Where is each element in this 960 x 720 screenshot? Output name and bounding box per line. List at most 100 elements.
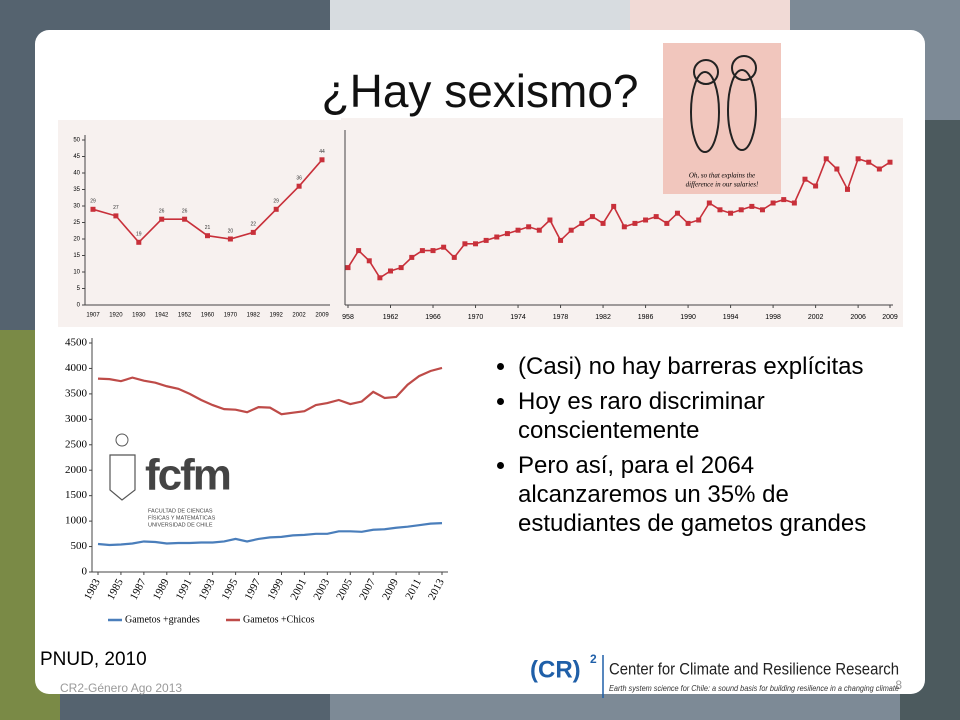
background-collage — [330, 0, 630, 30]
fcfm-line: UNIVERSIDAD DE CHILE — [148, 522, 213, 528]
point-marker — [296, 183, 302, 189]
y-tick-label: 20 — [73, 237, 80, 243]
point-marker — [526, 224, 532, 230]
point-marker — [515, 227, 521, 233]
x-tick-label: 1970 — [468, 314, 484, 321]
point-marker — [250, 229, 256, 235]
y-tick-label: 500 — [71, 540, 88, 552]
cartoon-figure — [690, 71, 720, 153]
logo-mark: (CR) — [530, 656, 581, 683]
data-label: 44 — [319, 149, 325, 155]
point-marker — [473, 241, 479, 247]
series-line — [347, 157, 891, 279]
data-label: 29 — [90, 199, 96, 205]
x-tick-label: 1986 — [638, 314, 654, 321]
point-marker — [643, 217, 649, 223]
point-marker — [451, 254, 457, 260]
logo-superscript: 2 — [590, 652, 597, 666]
fcfm-line: FÍSICAS Y MATEMÁTICAS — [148, 514, 216, 521]
x-tick-label: 1960 — [201, 313, 215, 319]
y-tick-label: 40 — [73, 171, 80, 177]
point-marker — [770, 200, 776, 206]
point-marker — [159, 216, 165, 222]
point-marker — [536, 227, 542, 233]
point-marker — [728, 210, 734, 216]
y-tick-label: 35 — [73, 187, 80, 193]
point-marker — [113, 213, 119, 219]
point-marker — [377, 275, 383, 281]
point-marker — [182, 216, 188, 222]
x-tick-label: 1978 — [553, 314, 569, 321]
data-label: 29 — [273, 199, 279, 205]
x-tick-label: 1998 — [765, 314, 781, 321]
series-line — [97, 522, 443, 547]
point-marker — [653, 214, 659, 220]
point-marker — [632, 220, 638, 226]
data-label: 36 — [296, 176, 302, 182]
point-marker — [136, 239, 142, 245]
y-tick-label: 30 — [73, 204, 80, 210]
legend-label: Gametos +Chicos — [243, 614, 315, 625]
logo-name: Center for Climate and Resilience Resear… — [609, 659, 899, 678]
background-collage — [630, 0, 790, 30]
y-tick-label: 3500 — [65, 387, 88, 399]
data-label: 26 — [182, 209, 188, 215]
point-marker — [696, 217, 702, 223]
point-marker — [813, 183, 819, 189]
x-tick-label: 1952 — [178, 313, 192, 319]
y-tick-label: 3000 — [65, 413, 88, 425]
page-number: 8 — [895, 678, 902, 692]
point-marker — [876, 166, 882, 172]
point-marker — [388, 268, 394, 274]
data-label: 19 — [136, 232, 142, 238]
x-tick-label: 1990 — [680, 314, 696, 321]
point-marker — [749, 203, 755, 209]
y-tick-label: 0 — [82, 566, 88, 578]
point-marker — [664, 220, 670, 226]
x-tick-label: 1930 — [132, 313, 146, 319]
data-label: 26 — [159, 209, 165, 215]
point-marker — [738, 207, 744, 213]
chart-panel — [58, 120, 343, 327]
y-tick-label: 10 — [73, 270, 80, 276]
y-tick-label: 2500 — [65, 438, 88, 450]
point-marker — [706, 200, 712, 206]
point-marker — [589, 214, 595, 220]
x-tick-label: 2009 — [315, 313, 329, 319]
source: PNUD, 2010 — [40, 649, 147, 670]
x-tick-label: 1982 — [595, 314, 611, 321]
point-marker — [759, 207, 765, 213]
fcfm-logo: fcfm FACULTAD DE CIENCIAS FÍSICAS Y MATE… — [109, 433, 232, 528]
y-tick-label: 5 — [77, 286, 81, 292]
point-marker — [866, 159, 872, 165]
bullet: Hoy es raro discriminar conscientemente — [518, 387, 890, 445]
y-tick-label: 25 — [73, 220, 80, 226]
x-tick-label: 2009 — [882, 314, 898, 321]
point-marker — [419, 248, 425, 254]
fcfm-name: fcfm — [145, 451, 230, 500]
point-marker — [398, 265, 404, 271]
bullet: Pero así, para el 2064 alcanzaremos un 3… — [518, 451, 890, 538]
cartoon-head — [693, 59, 719, 85]
y-tick-label: 2000 — [65, 464, 88, 476]
point-marker — [855, 156, 861, 162]
y-tick-label: 15 — [73, 253, 80, 259]
point-marker — [791, 200, 797, 206]
fcfm-line: FACULTAD DE CIENCIAS — [148, 508, 213, 514]
point-marker — [600, 220, 606, 226]
point-marker — [887, 159, 893, 165]
cartoon-figure — [727, 69, 757, 151]
series-line — [97, 366, 443, 416]
footer: CR2-Género Ago 2013 — [60, 681, 182, 695]
x-tick-label: 1992 — [270, 313, 284, 319]
x-tick-label: 2006 — [850, 314, 866, 321]
cartoon-caption: Oh, so that explains the — [689, 172, 755, 180]
crest — [109, 454, 136, 501]
cartoon — [663, 43, 781, 194]
point-marker — [685, 220, 691, 226]
data-label: 20 — [228, 228, 234, 234]
logo-tagline: Earth system science for Chile: a sound … — [609, 684, 900, 693]
x-tick-label: 1970 — [224, 313, 238, 319]
point-marker — [441, 244, 447, 250]
